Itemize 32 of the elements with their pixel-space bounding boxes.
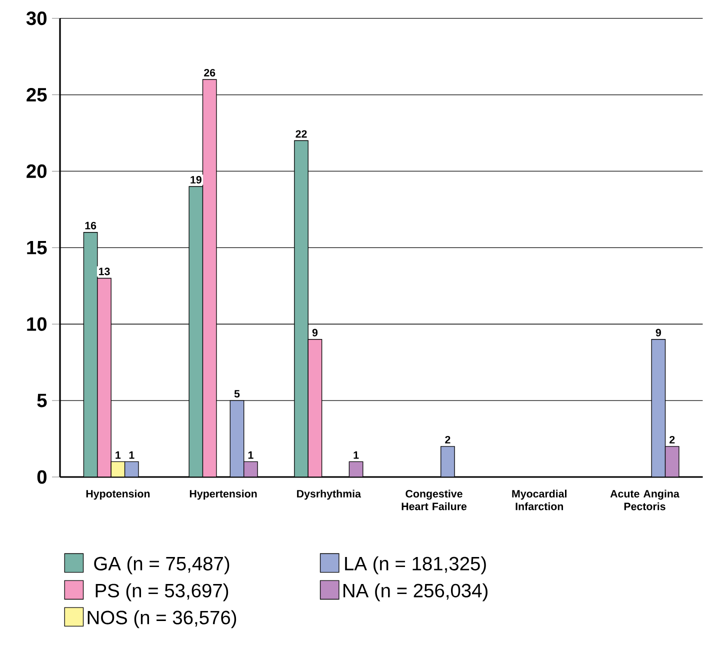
y-tick-label: 5 bbox=[37, 394, 47, 408]
y-tick-label: 25 bbox=[26, 88, 47, 102]
y-tick-label: 10 bbox=[27, 317, 47, 331]
legend-label: NA (n = 256,034) bbox=[344, 583, 488, 602]
data-label: 1 bbox=[248, 451, 254, 459]
data-label: 9 bbox=[312, 328, 318, 336]
y-tick-label: 30 bbox=[26, 12, 47, 26]
x-tick-label: Congestive Heart Failure bbox=[402, 490, 467, 510]
data-label: 1 bbox=[354, 451, 359, 459]
x-tick-label: Acute Angina Pectoris bbox=[610, 490, 680, 510]
y-tick-label: 15 bbox=[27, 240, 47, 254]
legend-label: LA (n = 181,325) bbox=[345, 556, 486, 574]
legend-label: PS (n = 53,697) bbox=[96, 583, 228, 602]
data-label: 22 bbox=[296, 130, 307, 138]
y-tick-label: 0 bbox=[37, 470, 47, 484]
x-tick-label: Myocardial Infarction bbox=[512, 490, 566, 510]
data-label: 1 bbox=[129, 451, 134, 459]
data-label: 2 bbox=[670, 436, 675, 444]
legend-label: GA (n = 75,487) bbox=[94, 556, 230, 574]
y-tick-label: 20 bbox=[26, 164, 47, 178]
data-label: 13 bbox=[98, 268, 110, 276]
data-label: 16 bbox=[85, 222, 96, 230]
data-label: 5 bbox=[234, 390, 240, 398]
x-tick-label: Hypotension bbox=[86, 490, 150, 500]
legend-label: NOS (n = 36,576) bbox=[88, 610, 236, 628]
data-label: 19 bbox=[190, 176, 202, 184]
x-tick-label: Hypertension bbox=[190, 490, 257, 500]
data-label: 1 bbox=[116, 451, 121, 459]
x-tick-label: Dysrhythmia bbox=[297, 490, 362, 500]
data-label: 9 bbox=[656, 328, 661, 336]
data-label: 2 bbox=[445, 436, 450, 444]
data-label: 26 bbox=[204, 68, 216, 76]
